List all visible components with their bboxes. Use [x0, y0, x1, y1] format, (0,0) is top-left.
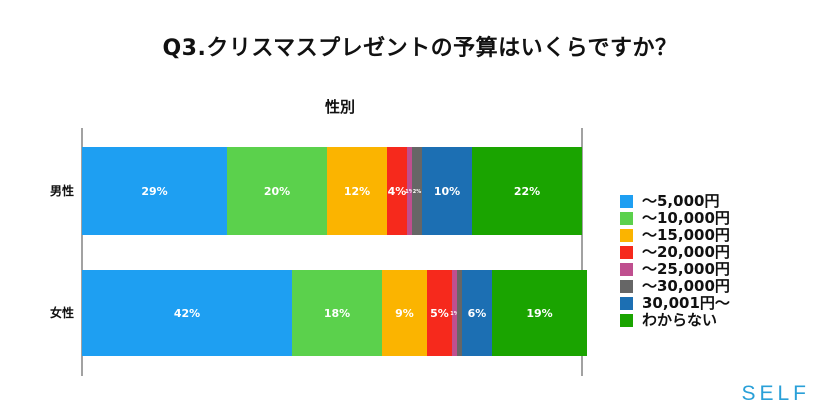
legend-label: わからない	[642, 311, 718, 329]
data-label: 9%	[395, 307, 414, 320]
data-label: 5%	[430, 307, 449, 320]
legend-item: 〜25,000円	[620, 261, 820, 278]
legend-item: 〜20,000円	[620, 244, 820, 261]
bar-segment	[422, 147, 472, 235]
bar-segment	[462, 270, 492, 356]
data-label: 2%	[413, 189, 422, 195]
data-label: 22%	[514, 185, 540, 198]
data-label: 1%	[405, 189, 414, 195]
category-label: 女性	[50, 305, 74, 320]
bar-segment	[427, 270, 452, 356]
data-label: 4%	[388, 185, 407, 198]
legend-item: 30,001円〜	[620, 295, 820, 312]
legend-label: 〜25,000円	[642, 260, 730, 278]
data-label: 10%	[434, 185, 460, 198]
chart-title: 性別	[324, 98, 355, 116]
data-label: 19%	[526, 307, 552, 320]
legend-swatch	[620, 263, 633, 276]
legend-label: 〜30,000円	[642, 277, 730, 295]
legend-swatch	[620, 195, 633, 208]
legend-swatch	[620, 280, 633, 293]
data-label: 18%	[324, 307, 350, 320]
category-label: 男性	[50, 183, 74, 198]
chart-legend: 〜5,000円 〜10,000円 〜15,000円 〜20,000円 〜25,000円〜…	[620, 193, 820, 329]
legend-label: 30,001円〜	[642, 294, 730, 312]
legend-swatch	[620, 314, 633, 327]
data-label: 42%	[174, 307, 200, 320]
legend-swatch	[620, 246, 633, 259]
legend-label: 〜15,000円	[642, 226, 730, 244]
bar-segment	[457, 270, 462, 356]
data-label: 29%	[141, 185, 167, 198]
legend-swatch	[620, 212, 633, 225]
data-label: 20%	[264, 185, 290, 198]
legend-item: 〜30,000円	[620, 278, 820, 295]
data-label: 6%	[468, 307, 487, 320]
bar-segment	[387, 147, 407, 235]
legend-swatch	[620, 297, 633, 310]
self-logo: SELF	[741, 382, 810, 405]
legend-label: 〜10,000円	[642, 209, 730, 227]
bar-segment	[412, 147, 422, 235]
bar-segment	[82, 147, 227, 235]
legend-item: 〜10,000円	[620, 210, 820, 227]
page-title: Q3.クリスマスプレゼントの予算はいくらですか？	[162, 36, 678, 61]
bar-segment	[327, 147, 387, 235]
bar-segment	[227, 147, 327, 235]
legend-swatch	[620, 229, 633, 242]
bar-segment	[472, 147, 582, 235]
data-label: 1%	[450, 311, 459, 317]
legend-label: 〜5,000円	[642, 192, 720, 210]
bar-segment	[492, 270, 587, 356]
data-label: 12%	[344, 185, 370, 198]
bar-segment	[82, 270, 292, 356]
legend-item: 〜15,000円	[620, 227, 820, 244]
bar-segment	[452, 270, 457, 356]
bar-segment	[292, 270, 382, 356]
bar-segment	[382, 270, 427, 356]
legend-label: 〜20,000円	[642, 243, 730, 261]
bar-segment	[407, 147, 412, 235]
legend-item: わからない	[620, 312, 820, 329]
legend-item: 〜5,000円	[620, 193, 820, 210]
